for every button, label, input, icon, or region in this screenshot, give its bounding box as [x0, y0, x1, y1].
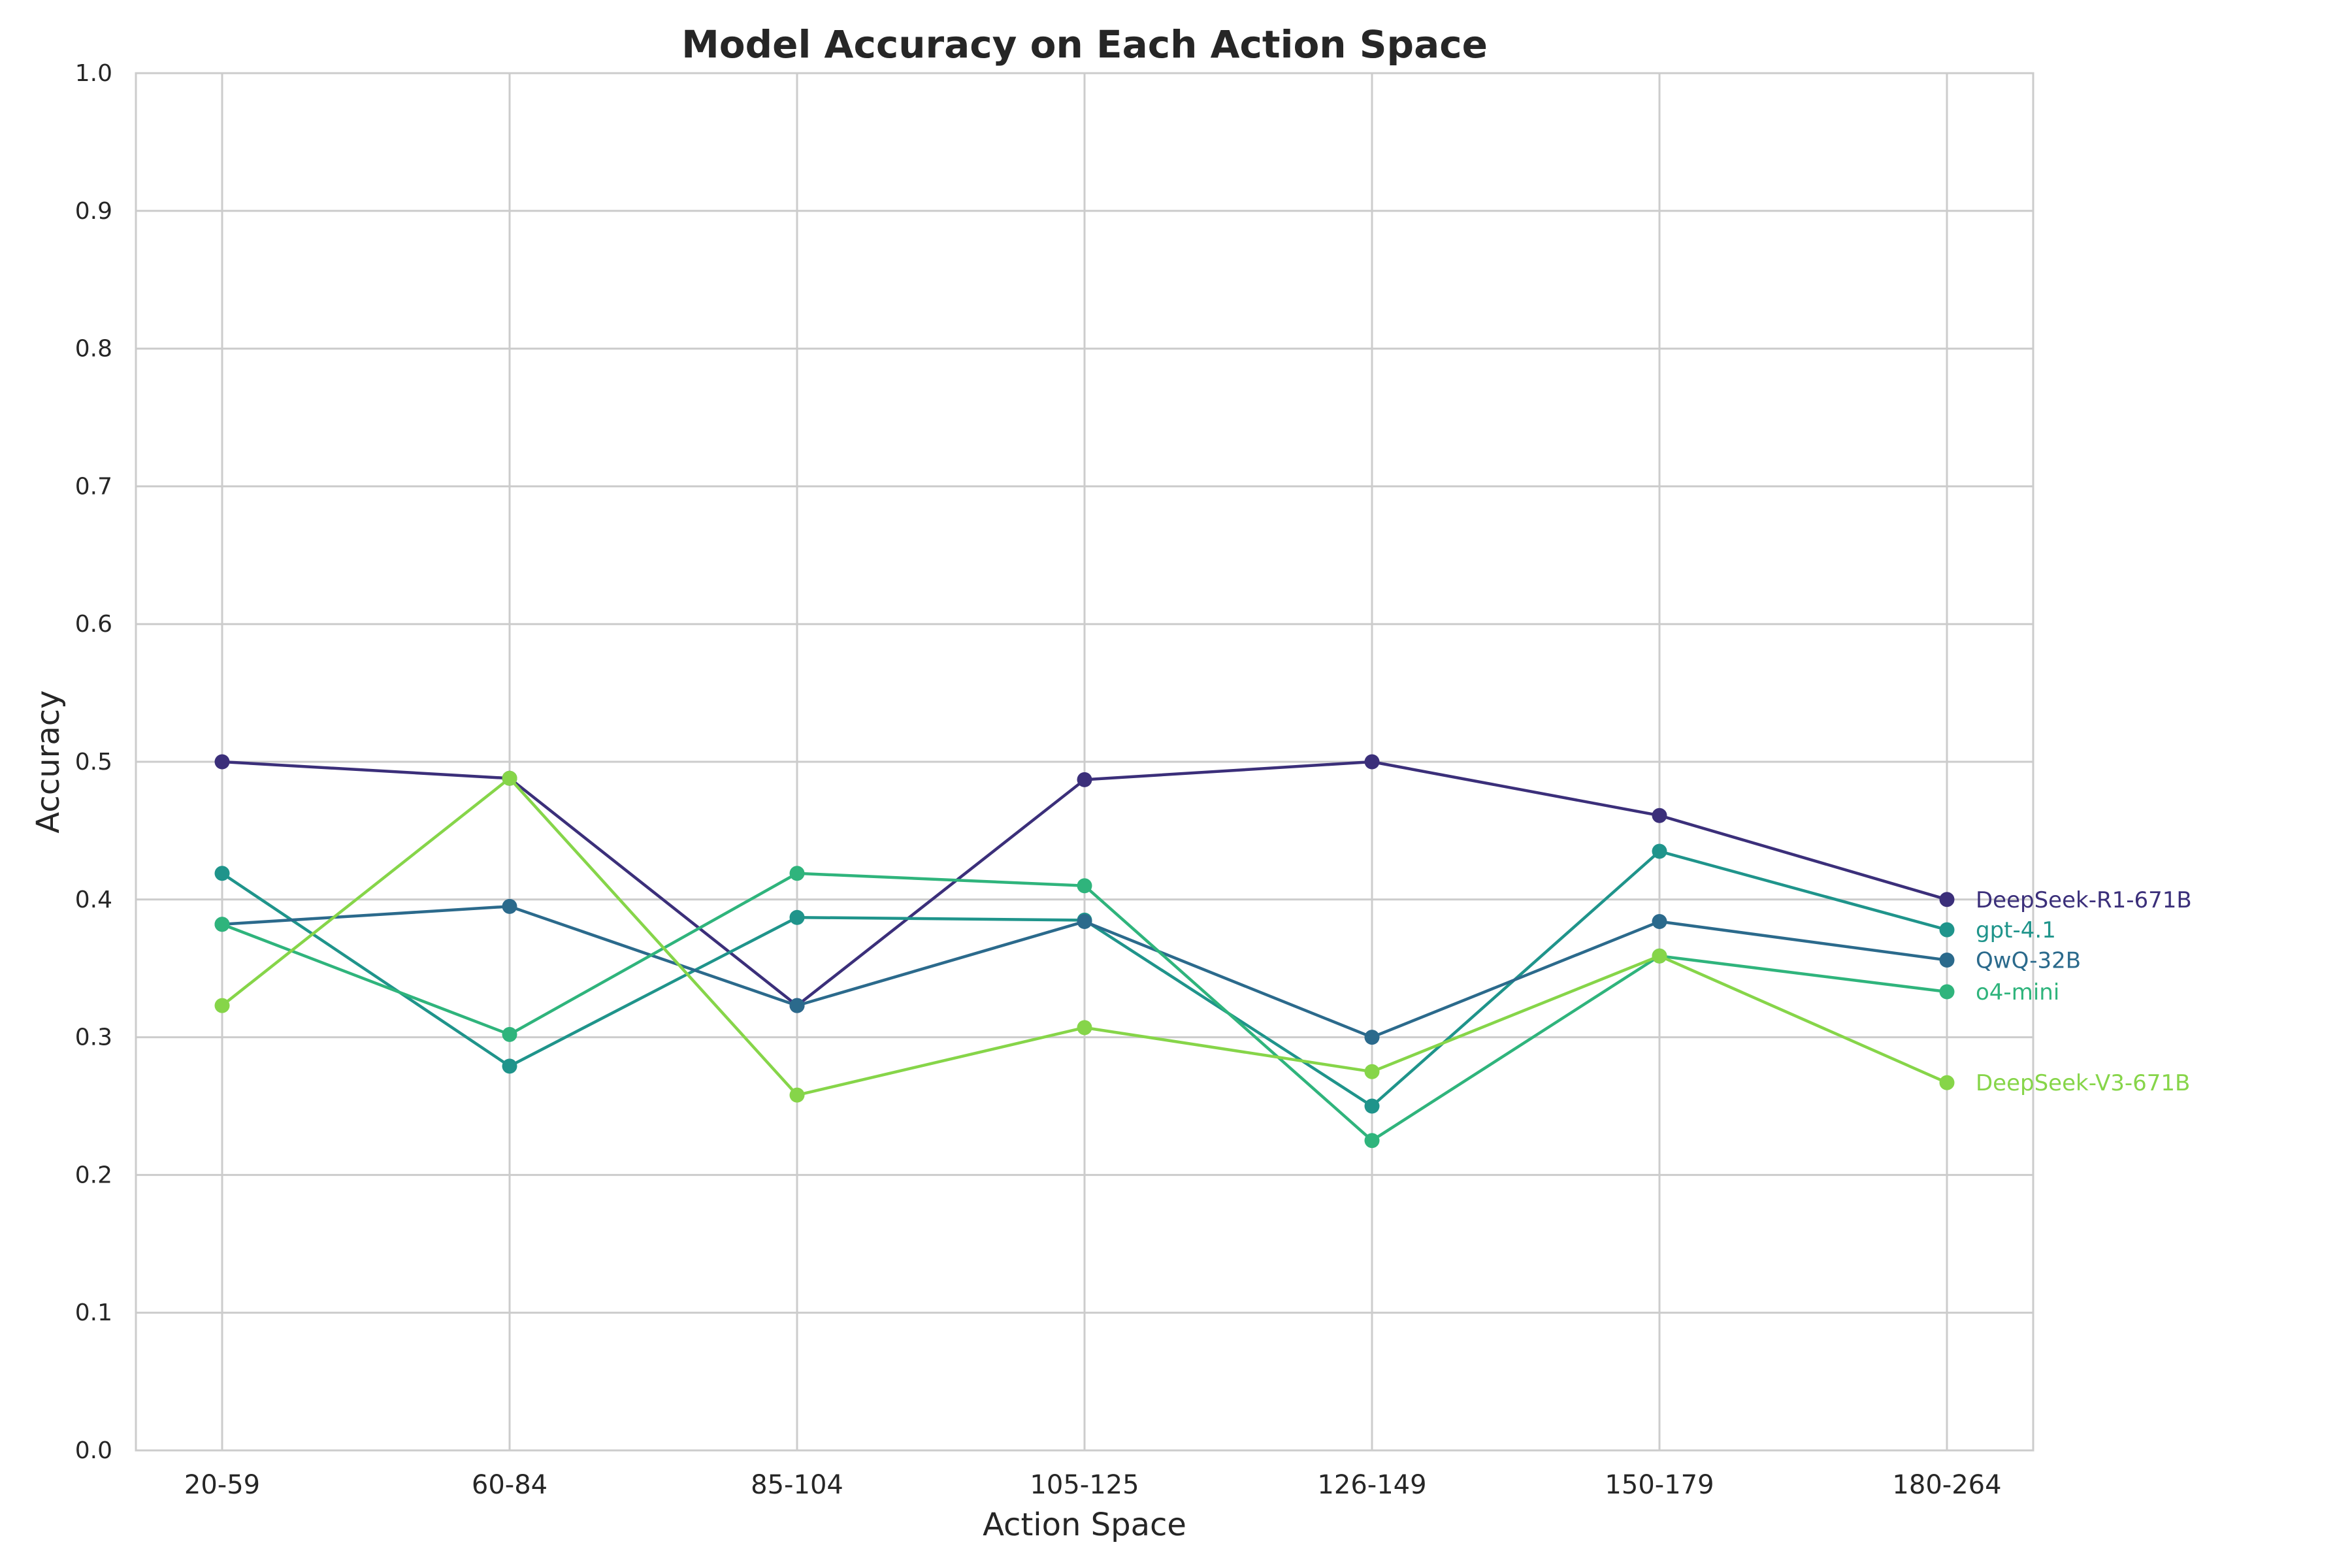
data-point — [1652, 948, 1667, 964]
data-point — [789, 866, 805, 881]
y-tick-label: 1.0 — [75, 60, 112, 87]
data-point — [1077, 772, 1092, 787]
x-tick-label: 85-104 — [751, 1470, 843, 1500]
data-point — [1939, 1075, 1955, 1090]
series-lines — [214, 754, 1955, 1149]
y-tick-label: 0.7 — [75, 473, 112, 500]
data-point — [1364, 754, 1380, 770]
data-point — [1652, 843, 1667, 859]
chart-title: Model Accuracy on Each Action Space — [681, 22, 1488, 67]
y-tick-label: 0.9 — [75, 198, 112, 225]
data-point — [1364, 1098, 1380, 1114]
x-axis-title: Action Space — [983, 1507, 1186, 1543]
data-point — [1939, 953, 1955, 968]
x-tick-label: 60-84 — [472, 1470, 547, 1500]
y-axis-title: Accuracy — [30, 690, 67, 833]
x-tick-label: 126-149 — [1317, 1470, 1426, 1500]
data-point — [1077, 878, 1092, 894]
data-point — [789, 1087, 805, 1103]
data-point — [1939, 984, 1955, 1000]
series-4 — [214, 770, 1955, 1103]
series-end-labels: DeepSeek-R1-671B gpt-4.1 QwQ-32B o4-mini Dee… — [1976, 887, 2192, 1096]
series-end-label: gpt-4.1 — [1976, 917, 2056, 943]
data-point — [502, 1058, 517, 1074]
y-tick-label: 0.6 — [75, 611, 112, 638]
x-tick-label: 20-59 — [184, 1470, 260, 1500]
y-tick-label: 0.4 — [75, 887, 112, 913]
data-point — [502, 770, 517, 786]
data-point — [214, 866, 230, 881]
data-point — [1364, 1064, 1380, 1079]
grid — [136, 72, 2033, 1452]
y-tick-label: 0.1 — [75, 1299, 112, 1326]
y-tick-label: 0.2 — [75, 1162, 112, 1188]
x-tick-label: 150-179 — [1605, 1470, 1714, 1500]
series-end-label: DeepSeek-V3-671B — [1976, 1070, 2190, 1096]
series-end-label: o4-mini — [1976, 979, 2059, 1005]
x-tick-label: 180-264 — [1892, 1470, 2001, 1500]
data-point — [214, 917, 230, 932]
data-point — [1077, 914, 1092, 930]
data-point — [1939, 892, 1955, 907]
data-point — [1077, 1020, 1092, 1036]
data-point — [1652, 808, 1667, 823]
tick-labels: 0.0 0.1 0.2 0.3 0.4 0.5 0.6 0.7 0.8 0.9 1.0 20-59 60… — [75, 60, 2002, 1500]
x-tick-label: 105-125 — [1030, 1470, 1139, 1500]
data-point — [789, 998, 805, 1013]
data-point — [502, 898, 517, 914]
y-tick-label: 0.5 — [75, 749, 112, 776]
y-tick-label: 0.8 — [75, 336, 112, 363]
data-point — [502, 1026, 517, 1042]
y-tick-label: 0.3 — [75, 1024, 112, 1051]
data-point — [1652, 914, 1667, 930]
data-point — [1939, 922, 1955, 938]
data-point — [1364, 1030, 1380, 1045]
series-end-label: QwQ-32B — [1976, 948, 2081, 974]
series-end-label: DeepSeek-R1-671B — [1976, 887, 2192, 913]
y-tick-label: 0.0 — [75, 1437, 112, 1464]
data-point — [214, 754, 230, 770]
plot-frame — [135, 72, 2034, 1452]
data-point — [789, 909, 805, 925]
data-point — [1364, 1133, 1380, 1149]
data-point — [214, 998, 230, 1013]
